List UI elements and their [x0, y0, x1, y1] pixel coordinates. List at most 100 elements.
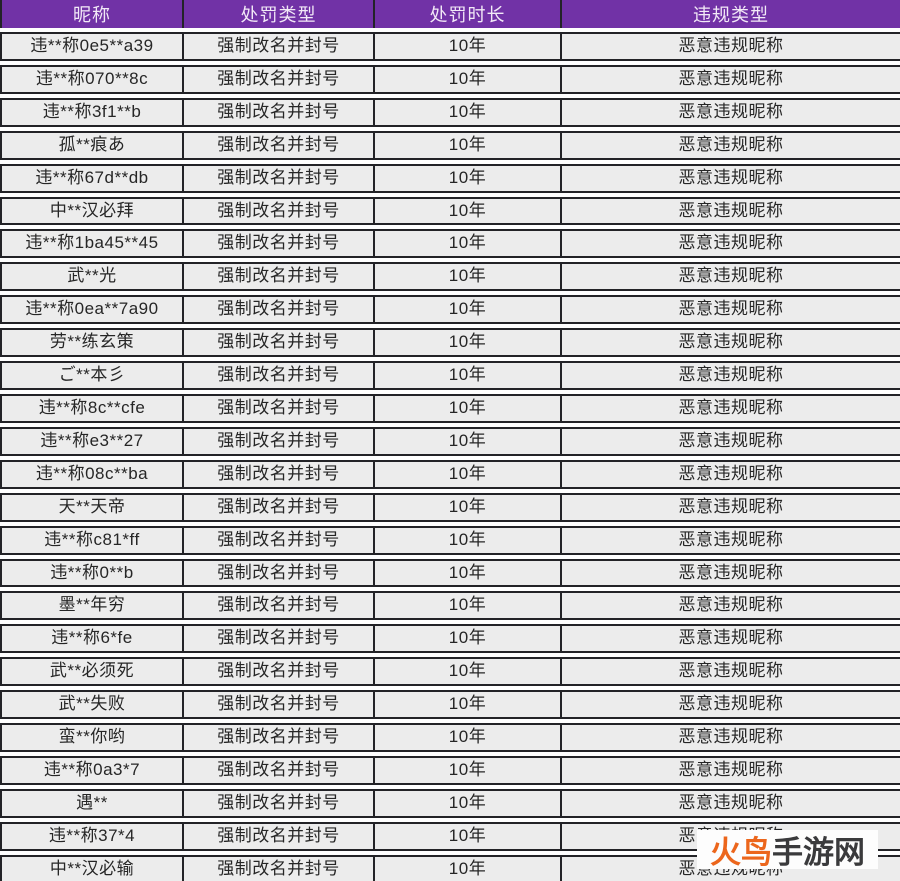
cell-nickname: 天**天帝 [0, 492, 182, 522]
cell-punishment-type: 强制改名并封号 [182, 723, 373, 752]
cell-punishment-duration: 10年 [373, 64, 560, 94]
cell-nickname: 违**称0ea**7a90 [0, 295, 182, 325]
cell-punishment-type: 强制改名并封号 [182, 426, 373, 456]
cell-punishment-type: 强制改名并封号 [182, 229, 373, 259]
cell-punishment-duration: 10年 [373, 788, 560, 818]
cell-nickname: 违**称3f1**b [0, 97, 182, 127]
cell-punishment-type: 强制改名并封号 [182, 163, 373, 193]
header-punishment-duration: 处罚时长 [373, 0, 560, 28]
cell-violation-type: 恶意违规昵称 [560, 788, 900, 818]
cell-punishment-type: 强制改名并封号 [182, 361, 373, 390]
watermark-suffix-text: 手游网 [772, 835, 865, 870]
cell-punishment-duration: 10年 [373, 97, 560, 127]
cell-punishment-duration: 10年 [373, 690, 560, 720]
cell-punishment-type: 强制改名并封号 [182, 657, 373, 687]
cell-punishment-duration: 10年 [373, 821, 560, 851]
table-row: 孤**痕あ 强制改名并封号 10年 恶意违规昵称 [0, 130, 900, 160]
table-row: 违**称0**b 强制改名并封号 10年 恶意违规昵称 [0, 558, 900, 588]
cell-punishment-type: 强制改名并封号 [182, 624, 373, 654]
cell-punishment-type: 强制改名并封号 [182, 64, 373, 94]
cell-nickname: 违**称0a3*7 [0, 755, 182, 785]
cell-punishment-duration: 10年 [373, 426, 560, 456]
cell-violation-type: 恶意违规昵称 [560, 361, 900, 390]
cell-violation-type: 恶意违规昵称 [560, 657, 900, 687]
table-row: 遇** 强制改名并封号 10年 恶意违规昵称 [0, 788, 900, 818]
cell-nickname: 武**失败 [0, 690, 182, 720]
table-row: 中**汉必拜 强制改名并封号 10年 恶意违规昵称 [0, 196, 900, 226]
cell-punishment-duration: 10年 [373, 295, 560, 325]
cell-punishment-type: 强制改名并封号 [182, 459, 373, 489]
cell-punishment-duration: 10年 [373, 723, 560, 752]
cell-punishment-type: 强制改名并封号 [182, 558, 373, 588]
table-row: 违**称1ba45**45 强制改名并封号 10年 恶意违规昵称 [0, 229, 900, 259]
cell-nickname: 违**称0e5**a39 [0, 32, 182, 61]
cell-nickname: 中**汉必输 [0, 854, 182, 881]
cell-punishment-type: 强制改名并封号 [182, 97, 373, 127]
table-row: 违**称08c**ba 强制改名并封号 10年 恶意违规昵称 [0, 459, 900, 489]
cell-punishment-duration: 10年 [373, 328, 560, 358]
table-row: 违**称070**8c 强制改名并封号 10年 恶意违规昵称 [0, 64, 900, 94]
cell-nickname: 蛮**你哟 [0, 723, 182, 752]
site-watermark: 火鸟 手游网 [697, 830, 878, 870]
cell-nickname: 违**称8c**cfe [0, 393, 182, 423]
cell-nickname: 遇** [0, 788, 182, 818]
cell-violation-type: 恶意违规昵称 [560, 591, 900, 621]
cell-nickname: 孤**痕あ [0, 130, 182, 160]
cell-nickname: 武**光 [0, 262, 182, 292]
cell-violation-type: 恶意违规昵称 [560, 492, 900, 522]
table-row: 武**失败 强制改名并封号 10年 恶意违规昵称 [0, 690, 900, 720]
cell-violation-type: 恶意违规昵称 [560, 64, 900, 94]
cell-punishment-duration: 10年 [373, 130, 560, 160]
cell-punishment-type: 强制改名并封号 [182, 690, 373, 720]
cell-punishment-type: 强制改名并封号 [182, 788, 373, 818]
cell-punishment-type: 强制改名并封号 [182, 755, 373, 785]
cell-violation-type: 恶意违规昵称 [560, 723, 900, 752]
cell-nickname: 违**称6*fe [0, 624, 182, 654]
header-nickname: 昵称 [0, 0, 182, 28]
cell-punishment-duration: 10年 [373, 459, 560, 489]
table-row: 违**称c81*ff 强制改名并封号 10年 恶意违规昵称 [0, 525, 900, 555]
cell-violation-type: 恶意违规昵称 [560, 32, 900, 61]
cell-nickname: 中**汉必拜 [0, 196, 182, 226]
cell-punishment-duration: 10年 [373, 755, 560, 785]
cell-punishment-type: 强制改名并封号 [182, 492, 373, 522]
cell-punishment-type: 强制改名并封号 [182, 393, 373, 423]
cell-punishment-duration: 10年 [373, 361, 560, 390]
cell-punishment-duration: 10年 [373, 492, 560, 522]
table-row: 蛮**你哟 强制改名并封号 10年 恶意违规昵称 [0, 723, 900, 752]
cell-punishment-duration: 10年 [373, 854, 560, 881]
cell-punishment-duration: 10年 [373, 229, 560, 259]
table-body: 违**称0e5**a39 强制改名并封号 10年 恶意违规昵称 违**称070*… [0, 32, 900, 881]
cell-violation-type: 恶意违规昵称 [560, 525, 900, 555]
table-row: 违**称6*fe 强制改名并封号 10年 恶意违规昵称 [0, 624, 900, 654]
cell-punishment-duration: 10年 [373, 657, 560, 687]
cell-punishment-type: 强制改名并封号 [182, 854, 373, 881]
cell-punishment-type: 强制改名并封号 [182, 196, 373, 226]
cell-nickname: 违**称c81*ff [0, 525, 182, 555]
cell-violation-type: 恶意违规昵称 [560, 426, 900, 456]
watermark-brand-text: 火鸟 [710, 835, 772, 870]
cell-violation-type: 恶意违规昵称 [560, 97, 900, 127]
table-row: 违**称67d**db 强制改名并封号 10年 恶意违规昵称 [0, 163, 900, 193]
cell-punishment-type: 强制改名并封号 [182, 591, 373, 621]
header-violation-type: 违规类型 [560, 0, 900, 28]
cell-violation-type: 恶意违规昵称 [560, 196, 900, 226]
table-row: 武**必须死 强制改名并封号 10年 恶意违规昵称 [0, 657, 900, 687]
cell-punishment-type: 强制改名并封号 [182, 262, 373, 292]
table-row: 墨**年穷 强制改名并封号 10年 恶意违规昵称 [0, 591, 900, 621]
cell-punishment-duration: 10年 [373, 32, 560, 61]
cell-punishment-type: 强制改名并封号 [182, 525, 373, 555]
table-row: 违**称3f1**b 强制改名并封号 10年 恶意违规昵称 [0, 97, 900, 127]
table-row: 违**称e3**27 强制改名并封号 10年 恶意违规昵称 [0, 426, 900, 456]
cell-violation-type: 恶意违规昵称 [560, 690, 900, 720]
cell-violation-type: 恶意违规昵称 [560, 229, 900, 259]
table-row: ご**本彡 强制改名并封号 10年 恶意违规昵称 [0, 361, 900, 390]
cell-violation-type: 恶意违规昵称 [560, 755, 900, 785]
table-row: 违**称0a3*7 强制改名并封号 10年 恶意违规昵称 [0, 755, 900, 785]
cell-nickname: 劳**练玄策 [0, 328, 182, 358]
cell-nickname: 武**必须死 [0, 657, 182, 687]
cell-punishment-duration: 10年 [373, 624, 560, 654]
